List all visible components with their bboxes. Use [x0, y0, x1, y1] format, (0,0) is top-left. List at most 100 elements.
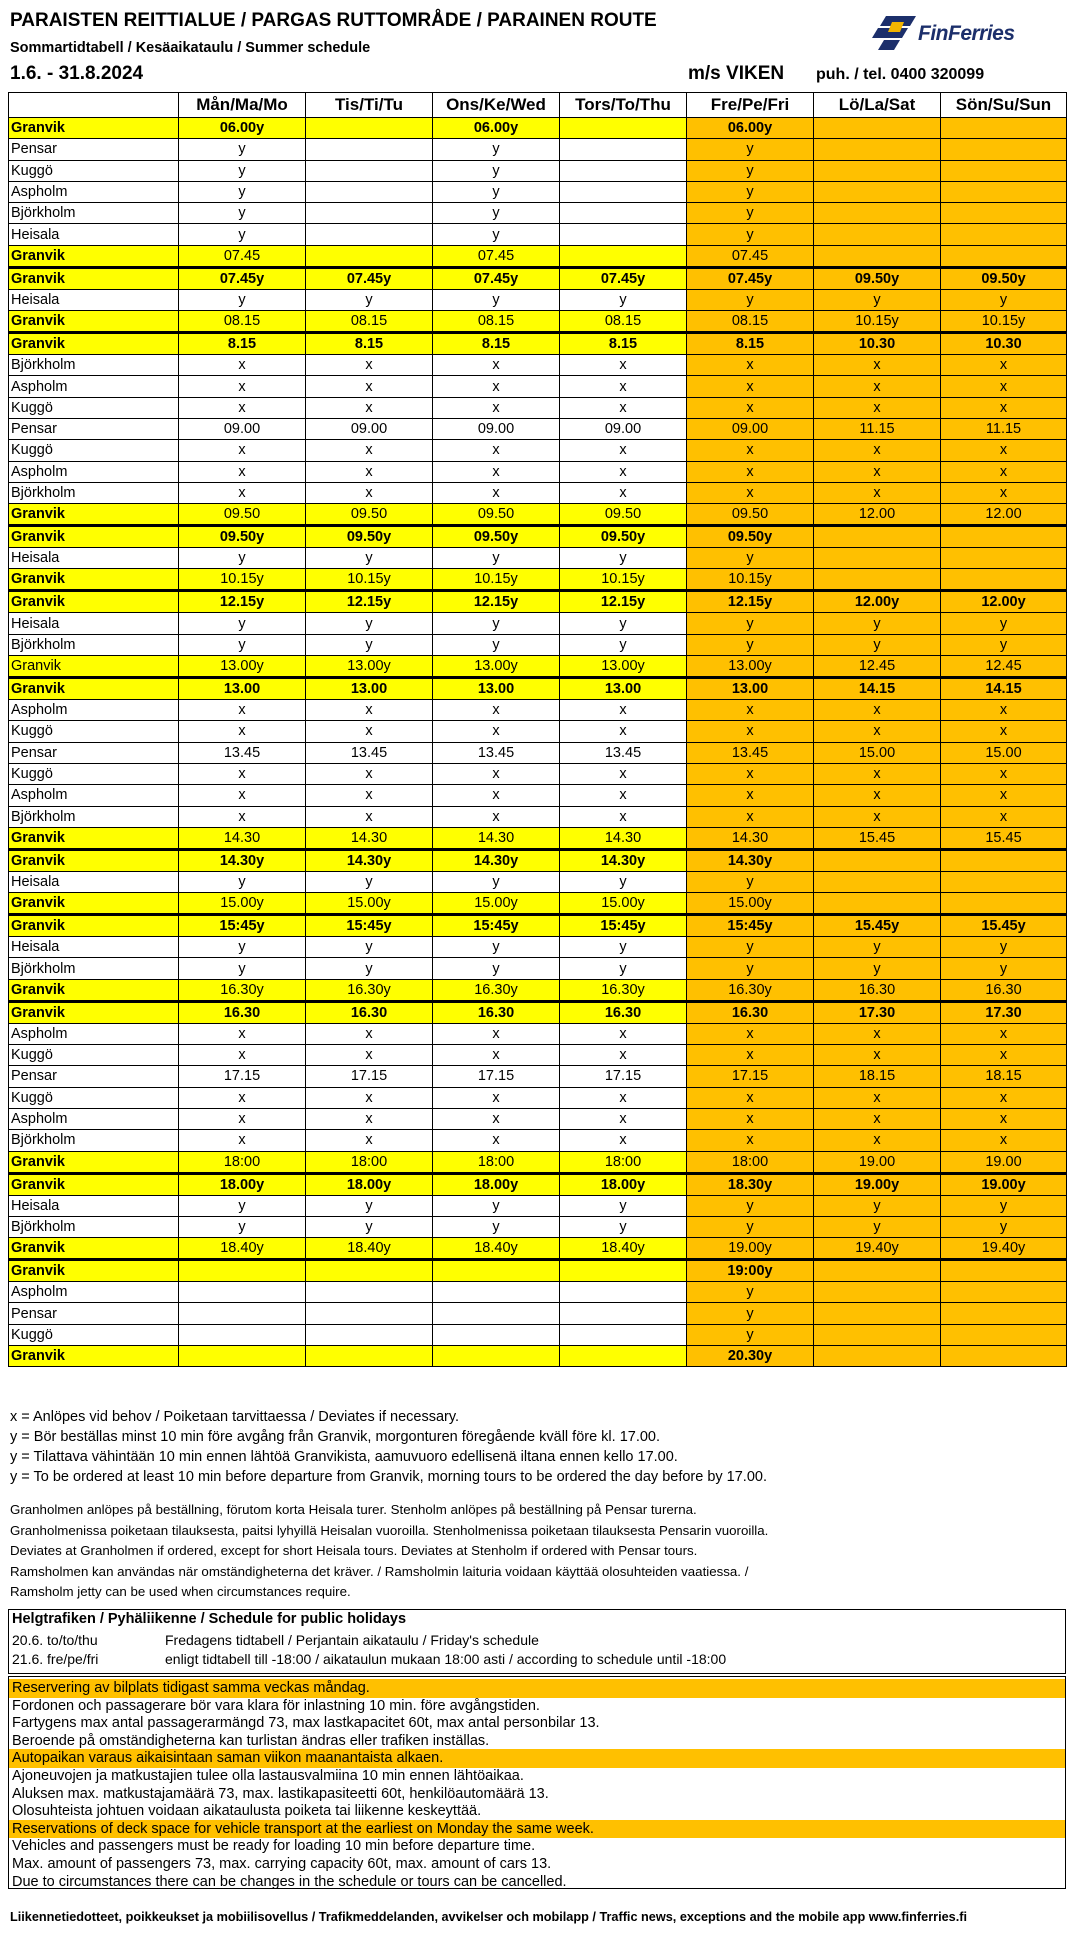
departure-time: x	[178, 1129, 306, 1152]
departure-time: 15:45y	[432, 913, 560, 938]
departure-time: y	[178, 957, 306, 980]
stop-name: Kuggö	[8, 720, 179, 743]
departure-time: y	[178, 870, 306, 894]
departure-time: 14.30y	[178, 847, 306, 872]
departure-time: 09.50y	[178, 524, 306, 549]
departure-time: x	[813, 762, 941, 786]
departure-time: x	[178, 784, 306, 807]
ship-name: m/s VIKEN	[688, 63, 785, 84]
departure-time: 06.00y	[686, 116, 814, 140]
departure-time: 07.45y	[432, 265, 560, 290]
departure-time: x	[813, 784, 941, 807]
departure-time: 09.50	[559, 503, 687, 527]
departure-time: 17.15	[432, 1065, 560, 1088]
timetable-row: Granvik 12.15y 12.15y 12.15y 12.15y 12.15y 12.…	[8, 589, 1067, 614]
timetable-row: Granvik 14.30y 14.30y 14.30y 14.30y 14.30y	[8, 847, 1067, 872]
stop-name: Granvik	[8, 826, 179, 850]
departure-time	[432, 1323, 560, 1346]
departure-time: x	[178, 481, 306, 505]
departure-time: 15.00y	[559, 892, 687, 916]
departure-time: x	[178, 1022, 306, 1046]
departure-time	[432, 1344, 560, 1368]
departure-time: y	[432, 202, 560, 225]
departure-time: 19.40y	[940, 1237, 1067, 1261]
departure-time	[559, 159, 687, 182]
departure-time: 15.00	[940, 741, 1067, 764]
departure-time: 14.15	[813, 676, 941, 701]
departure-time: x	[432, 762, 560, 786]
departure-time: 15.00y	[178, 892, 306, 916]
departure-time: 15:45y	[559, 913, 687, 938]
departure-time: y	[940, 957, 1067, 980]
departure-time: y	[432, 870, 560, 894]
departure-time	[432, 1302, 560, 1325]
departure-time: y	[178, 202, 306, 225]
departure-time: x	[559, 762, 687, 786]
departure-time: x	[686, 439, 814, 462]
timetable-row: Granvik 16.30 16.30 16.30 16.30 16.30 17.30 17.…	[8, 999, 1067, 1024]
timetable-row: Pensar 09.00 09.00 09.00 09.00 09.00 11.15 11.1…	[8, 417, 1067, 441]
departure-time: 09.50y	[559, 524, 687, 549]
departure-time: y	[178, 138, 306, 161]
departure-time	[305, 1258, 433, 1283]
departure-time: x	[940, 396, 1067, 419]
departure-time: 14.30y	[559, 847, 687, 872]
departure-time	[559, 244, 687, 268]
departure-time	[305, 180, 433, 204]
departure-time: x	[940, 1107, 1067, 1131]
timetable-row: Granvik 06.00y 06.00y 06.00y	[8, 116, 1067, 140]
stop-name: Granvik	[8, 847, 179, 872]
departure-time	[813, 524, 941, 549]
departure-time	[813, 847, 941, 872]
stop-name: Granvik	[8, 265, 179, 290]
departure-time: y	[686, 223, 814, 246]
departure-time: 12.00	[813, 503, 941, 527]
departure-time	[813, 244, 941, 268]
timetable-row: Aspholm x x x x x x x	[8, 784, 1067, 807]
departure-time: x	[559, 1022, 687, 1046]
stop-name: Heisala	[8, 547, 179, 570]
info-line: Olosuhteista johtuen voidaan aikataulust…	[12, 1803, 482, 1820]
stop-name: Granvik	[8, 1258, 179, 1283]
departure-time: 12.00y	[940, 589, 1067, 614]
legend-note: y = Tilattava vähintään 10 min ennen läh…	[10, 1449, 678, 1465]
departure-time: x	[940, 354, 1067, 377]
departure-time: 10.15y	[686, 568, 814, 592]
departure-time: 15.00y	[686, 892, 814, 916]
departure-time: y	[559, 633, 687, 657]
departure-time: 15.00	[813, 741, 941, 764]
timetable-row: Pensar y	[8, 1302, 1067, 1325]
timetable-row: Kuggö y	[8, 1323, 1067, 1346]
timetable-row: Granvik 18:00 18:00 18:00 18:00 18:00 19.00 19.…	[8, 1150, 1067, 1174]
info-line: Due to circumstances there can be change…	[12, 1873, 567, 1890]
info-line: Max. amount of passengers 73, max. carry…	[12, 1856, 552, 1872]
departure-time: 09.00	[432, 417, 560, 441]
departure-time: 16.30	[178, 999, 306, 1024]
departure-time: 16.30	[432, 999, 560, 1024]
departure-time: x	[432, 1107, 560, 1131]
departure-time: x	[559, 481, 687, 505]
departure-time: x	[432, 460, 560, 483]
stop-name: Granvik	[8, 892, 179, 916]
departure-time: 07.45y	[686, 265, 814, 290]
departure-time: x	[178, 460, 306, 483]
departure-time: 19.00y	[940, 1171, 1067, 1196]
legend-note: x = Anlöpes vid behov / Poiketaan tarvit…	[10, 1409, 460, 1425]
departure-time: 12.15y	[686, 589, 814, 614]
departure-time: x	[940, 784, 1067, 807]
timetable-row: Heisala y y y y y y y	[8, 1194, 1067, 1217]
departure-time: y	[559, 957, 687, 980]
stop-note: Deviates at Granholmen if ordered, excep…	[10, 1543, 698, 1559]
departure-time	[178, 1344, 306, 1368]
stop-name: Kuggö	[8, 396, 179, 419]
departure-time: y	[178, 936, 306, 959]
departure-time: x	[178, 439, 306, 462]
departure-time: y	[686, 870, 814, 894]
departure-time: 17.15	[305, 1065, 433, 1088]
departure-time: x	[686, 460, 814, 483]
departure-time: 14.30	[178, 826, 306, 850]
departure-time: x	[813, 375, 941, 398]
header-day: Tis/Ti/Tu	[305, 92, 433, 118]
departure-time: 12.45	[940, 655, 1067, 679]
departure-time: 18.30y	[686, 1171, 814, 1196]
